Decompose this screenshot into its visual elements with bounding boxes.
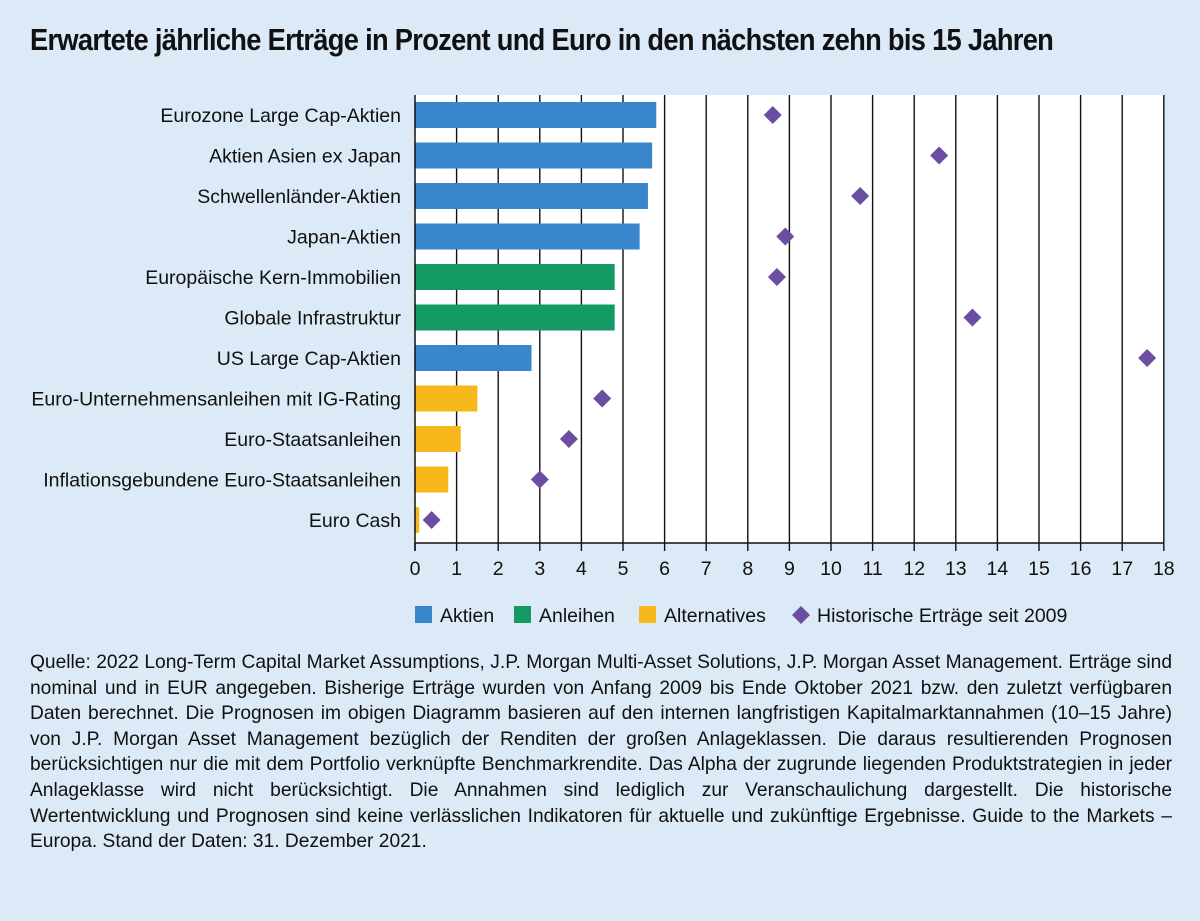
bar xyxy=(415,385,478,412)
category-label: Euro-Unternehmensanleihen mit IG-Rating xyxy=(31,389,401,411)
historical-marker xyxy=(963,308,982,327)
category-label: Schwellenländer-Aktien xyxy=(197,186,401,208)
bar-chart: Eurozone Large Cap-Aktien Aktien Asien ex… xyxy=(31,95,1175,627)
historical-marker xyxy=(1138,349,1157,367)
historical-marker xyxy=(767,268,786,286)
category-label: Aktien Asien ex Japan xyxy=(209,146,401,168)
tick-label: 11 xyxy=(862,558,882,580)
bar xyxy=(415,345,532,371)
historical-marker xyxy=(763,106,782,124)
tick-label: 5 xyxy=(618,558,629,580)
tick-label: 12 xyxy=(903,558,925,580)
tick-label: 0 xyxy=(410,558,421,580)
bar xyxy=(415,264,615,290)
tick-label: 18 xyxy=(1153,558,1175,580)
tick-label: 15 xyxy=(1028,558,1050,580)
legend-label: Anleihen xyxy=(539,605,615,627)
bar xyxy=(415,142,653,169)
category-label: US Large Cap-Aktien xyxy=(217,348,401,370)
legend-label: Aktien xyxy=(440,605,494,627)
category-label: Eurozone Large Cap-Aktien xyxy=(160,105,401,127)
legend-label: Historische Erträge seit 2009 xyxy=(817,605,1067,627)
bar xyxy=(415,223,640,250)
tick-label: 16 xyxy=(1070,558,1092,580)
legend-swatch xyxy=(415,606,432,623)
historical-marker xyxy=(930,146,949,165)
historical-marker xyxy=(776,227,795,246)
category-label: Japan-Aktien xyxy=(287,227,401,249)
category-label: Europäische Kern-Immobilien xyxy=(145,267,401,289)
tick-label: 14 xyxy=(987,558,1009,580)
bar xyxy=(415,304,615,331)
tick-label: 3 xyxy=(534,558,545,580)
historical-marker xyxy=(851,187,870,205)
legend-swatch xyxy=(639,606,656,623)
historical-marker xyxy=(593,389,612,408)
category-label: Globale Infrastruktur xyxy=(224,308,401,330)
category-label: Euro Cash xyxy=(309,510,401,532)
tick-label: 1 xyxy=(451,558,462,580)
tick-label: 10 xyxy=(820,558,842,580)
bar xyxy=(415,183,648,209)
tick-label: 13 xyxy=(945,558,967,580)
category-label: Inflationsgebundene Euro-Staatsanleihen xyxy=(43,470,401,492)
bar xyxy=(415,102,657,128)
historical-marker xyxy=(559,430,578,448)
tick-label: 6 xyxy=(659,558,670,580)
tick-label: 4 xyxy=(576,558,587,580)
category-label: Euro-Staatsanleihen xyxy=(224,429,401,451)
bar xyxy=(415,507,420,533)
legend-diamond xyxy=(792,606,810,624)
tick-label: 8 xyxy=(742,558,753,580)
historical-marker xyxy=(422,511,441,529)
bar xyxy=(415,426,461,452)
tick-label: 7 xyxy=(701,558,712,580)
legend-swatch xyxy=(514,606,531,623)
tick-label: 9 xyxy=(784,558,795,580)
bar xyxy=(415,466,449,493)
chart-title: Erwartete jährliche Erträge in Prozent u… xyxy=(30,22,1054,57)
tick-label: 2 xyxy=(493,558,504,580)
tick-label: 17 xyxy=(1111,558,1133,580)
legend-label: Alternatives xyxy=(664,605,766,627)
historical-marker xyxy=(530,470,549,489)
source-note: Quelle: 2022 Long-Term Capital Market As… xyxy=(30,652,1172,853)
